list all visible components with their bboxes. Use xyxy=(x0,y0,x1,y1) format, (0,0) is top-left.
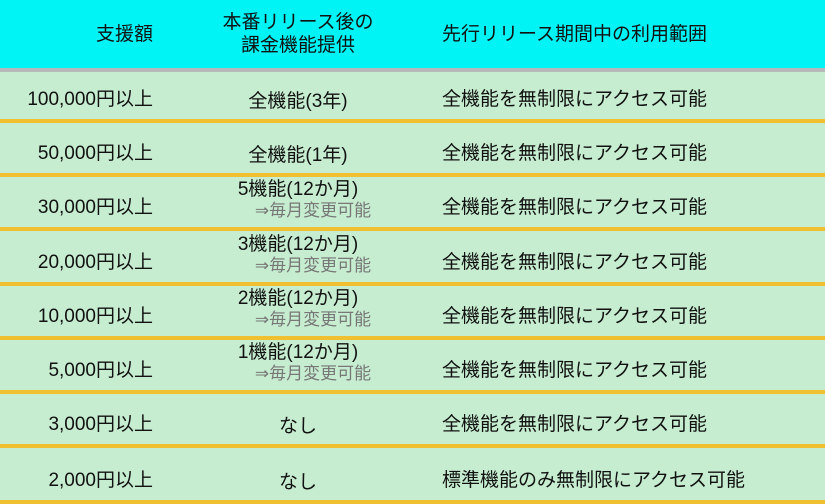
billing-text: なし xyxy=(278,472,317,493)
access-cell: 全機能を無制限にアクセス可能 xyxy=(442,143,708,164)
header-billing: 本番リリース後の 課金機能提供 xyxy=(188,0,408,68)
amount-cell: 50,000円以上 xyxy=(37,143,153,164)
amount-cell: 3,000円以上 xyxy=(48,414,153,435)
access-cell: 全機能を無制限にアクセス可能 xyxy=(442,89,708,110)
billing-cell: 3機能(12か月) ⇒毎月変更可能 xyxy=(188,231,408,282)
table-row: 2,000円以上 なし 標準機能のみ無制限にアクセス可能 xyxy=(0,448,825,504)
table-row: 50,000円以上 全機能(1年) 全機能を無制限にアクセス可能 xyxy=(0,123,825,177)
access-cell: 全機能を無制限にアクセス可能 xyxy=(442,414,708,435)
table-row: 5,000円以上 1機能(12か月) ⇒毎月変更可能 全機能を無制限にアクセス可能 xyxy=(0,340,825,394)
billing-cell: 全機能(1年) xyxy=(188,123,408,173)
billing-text: 1機能(12か月) xyxy=(237,342,359,363)
billing-cell: なし xyxy=(188,394,408,444)
billing-cell: 1機能(12か月) ⇒毎月変更可能 xyxy=(188,340,408,390)
access-cell: 全機能を無制限にアクセス可能 xyxy=(442,252,708,273)
billing-note: ⇒毎月変更可能 xyxy=(254,310,372,329)
billing-note: ⇒毎月変更可能 xyxy=(254,256,372,275)
table-row: 100,000円以上 全機能(3年) 全機能を無制限にアクセス可能 xyxy=(0,72,825,123)
billing-cell: 全機能(3年) xyxy=(188,72,408,119)
billing-text: なし xyxy=(278,416,317,437)
amount-cell: 2,000円以上 xyxy=(48,470,153,491)
amount-cell: 10,000円以上 xyxy=(37,306,153,327)
billing-text: 3機能(12か月) xyxy=(237,234,359,255)
billing-text: 5機能(12か月) xyxy=(237,179,359,200)
access-cell: 全機能を無制限にアクセス可能 xyxy=(442,306,708,327)
amount-cell: 20,000円以上 xyxy=(37,252,153,273)
header-billing-line1: 本番リリース後の xyxy=(222,12,374,33)
header-billing-line2: 課金機能提供 xyxy=(240,35,355,56)
billing-text: 全機能(1年) xyxy=(248,145,348,166)
amount-cell: 100,000円以上 xyxy=(27,89,153,110)
table-row: 3,000円以上 なし 全機能を無制限にアクセス可能 xyxy=(0,394,825,448)
access-cell: 全機能を無制限にアクセス可能 xyxy=(442,360,708,381)
access-cell: 標準機能のみ無制限にアクセス可能 xyxy=(442,470,746,491)
table-row: 30,000円以上 5機能(12か月) ⇒毎月変更可能 全機能を無制限にアクセス可… xyxy=(0,177,825,231)
billing-note: ⇒毎月変更可能 xyxy=(254,201,372,220)
billing-text: 全機能(3年) xyxy=(248,91,348,112)
billing-text: 2機能(12か月) xyxy=(237,288,359,309)
amount-cell: 30,000円以上 xyxy=(37,197,153,218)
table-row: 20,000円以上 3機能(12か月) ⇒毎月変更可能 全機能を無制限にアクセス可… xyxy=(0,231,825,286)
billing-note: ⇒毎月変更可能 xyxy=(254,364,372,383)
billing-cell: 5機能(12か月) ⇒毎月変更可能 xyxy=(188,177,408,227)
access-cell: 全機能を無制限にアクセス可能 xyxy=(442,197,708,218)
billing-cell: 2機能(12か月) ⇒毎月変更可能 xyxy=(188,286,408,336)
header-amount: 支援額 xyxy=(95,23,153,45)
header-access: 先行リリース期間中の利用範囲 xyxy=(442,23,708,45)
billing-cell: なし xyxy=(188,448,408,500)
amount-cell: 5,000円以上 xyxy=(48,360,153,381)
table-row: 10,000円以上 2機能(12か月) ⇒毎月変更可能 全機能を無制限にアクセス可… xyxy=(0,286,825,340)
table-header: 支援額 本番リリース後の 課金機能提供 先行リリース期間中の利用範囲 xyxy=(0,0,825,72)
